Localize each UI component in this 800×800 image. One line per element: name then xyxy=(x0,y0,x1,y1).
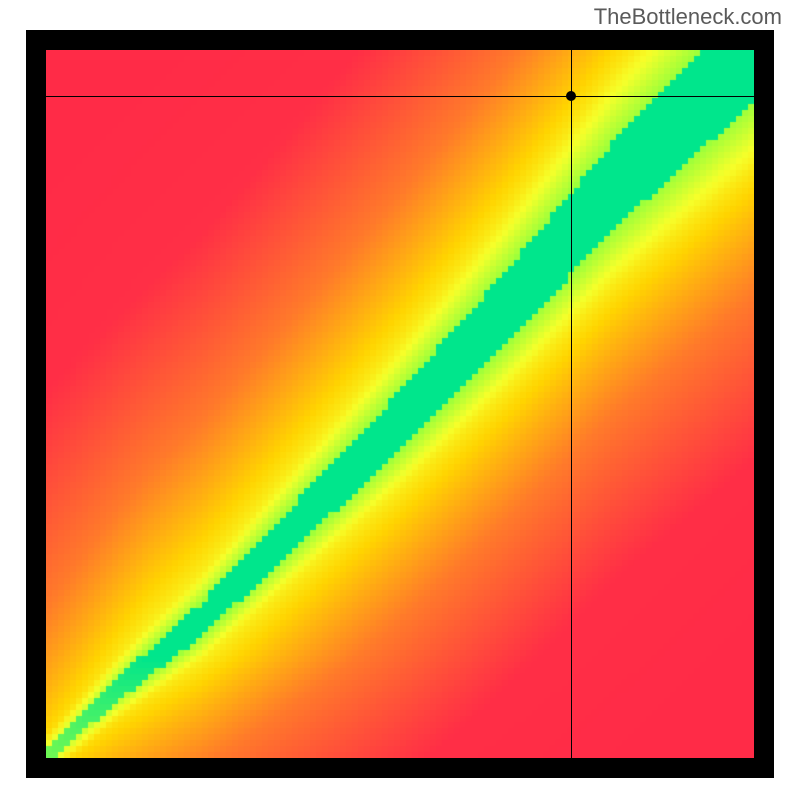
crosshair-horizontal xyxy=(46,96,754,97)
watermark-text: TheBottleneck.com xyxy=(594,4,782,30)
bottleneck-heatmap xyxy=(46,50,754,758)
crosshair-vertical xyxy=(571,50,572,758)
